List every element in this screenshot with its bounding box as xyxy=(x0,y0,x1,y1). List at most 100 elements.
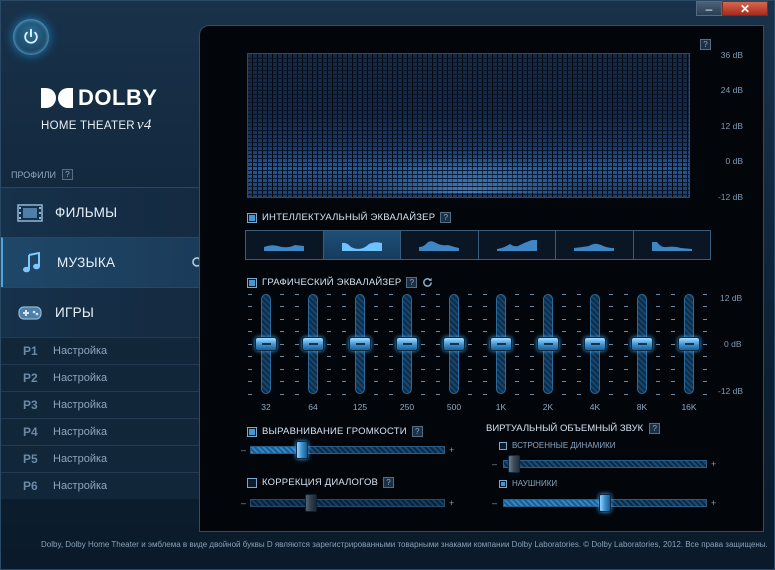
window-controls: – ✕ xyxy=(696,1,768,16)
eq-band-knob[interactable] xyxy=(349,337,371,351)
slider-fill xyxy=(251,447,303,453)
speakers-label: ВСТРОЕННЫЕ ДИНАМИКИ xyxy=(512,441,616,450)
visualizer-db-label: -12 dB xyxy=(717,192,743,202)
smart-eq-row: ИНТЕЛЛЕКТУАЛЬНЫЙ ЭКВАЛАЙЗЕР ? xyxy=(247,212,452,223)
speakers-slider[interactable] xyxy=(503,455,707,473)
volume-leveler-slider[interactable] xyxy=(250,441,445,459)
eq-band-knob[interactable] xyxy=(443,337,465,351)
eq-band-slider[interactable] xyxy=(349,294,371,394)
preset-p4[interactable]: P4 Настройка xyxy=(1,418,211,445)
dolby-logo: DOLBY HOME THEATER v4 xyxy=(41,85,191,134)
smart-eq-label: ИНТЕЛЛЕКТУАЛЬНЫЙ ЭКВАЛАЙЗЕР xyxy=(262,212,436,223)
eq-band-knob[interactable] xyxy=(678,337,700,351)
minus-label: – xyxy=(241,498,247,508)
help-icon[interactable]: ? xyxy=(411,426,423,437)
smart-eq-preset-2[interactable] xyxy=(323,231,401,259)
graphic-eq-checkbox[interactable] xyxy=(247,277,257,288)
graphic-eq-row: ГРАФИЧЕСКИЙ ЭКВАЛАЙЗЕР ? xyxy=(247,277,433,288)
dialog-enhancer-checkbox[interactable] xyxy=(247,477,257,488)
visualizer-db-label: 12 dB xyxy=(720,121,743,131)
reset-icon[interactable] xyxy=(422,277,433,288)
preset-p5[interactable]: P5 Настройка xyxy=(1,445,211,472)
power-icon xyxy=(24,28,38,44)
dialog-enhancer-slider[interactable] xyxy=(250,494,445,512)
preset-p2[interactable]: P2 Настройка xyxy=(1,364,211,391)
eq-band-knob[interactable] xyxy=(537,337,559,351)
eq-band-slider[interactable] xyxy=(490,294,512,394)
smart-eq-preset-1[interactable] xyxy=(246,231,324,259)
graphic-eq-db-label: 0 dB xyxy=(724,339,742,349)
eq-band-slider[interactable] xyxy=(678,294,700,394)
plus-label: + xyxy=(711,498,717,508)
virtual-surround-heading: ВИРТУАЛЬНЫЙ ОБЪЕМНЫЙ ЗВУК ? xyxy=(486,423,661,434)
eq-band-knob[interactable] xyxy=(584,337,606,351)
speakers-checkbox[interactable] xyxy=(499,441,507,450)
preset-p6[interactable]: P6 Настройка xyxy=(1,472,211,499)
eq-band-frequency: 250 xyxy=(399,402,415,412)
slider-thumb[interactable] xyxy=(305,494,318,512)
double-d-icon xyxy=(41,88,73,108)
eq-band-knob[interactable] xyxy=(302,337,324,351)
help-icon[interactable]: ? xyxy=(440,212,452,223)
smart-eq-preset-5[interactable] xyxy=(556,231,634,259)
help-icon[interactable]: ? xyxy=(61,169,73,180)
film-icon xyxy=(17,202,43,224)
eq-band-slider[interactable] xyxy=(255,294,277,394)
slider-thumb[interactable] xyxy=(296,441,309,459)
headphones-checkbox[interactable] xyxy=(499,479,507,488)
close-button[interactable]: ✕ xyxy=(722,1,768,16)
smart-eq-preset-6[interactable] xyxy=(633,231,710,259)
headphones-slider[interactable] xyxy=(503,494,707,512)
eq-band-frequency: 4K xyxy=(589,402,601,412)
eq-band-slider[interactable] xyxy=(443,294,465,394)
volume-leveler-label: ВЫРАВНИВАНИЕ ГРОМКОСТИ xyxy=(262,426,407,437)
eq-band-slider[interactable] xyxy=(584,294,606,394)
eq-band-knob[interactable] xyxy=(631,337,653,351)
eq-band-slider[interactable] xyxy=(631,294,653,394)
slider-thumb[interactable] xyxy=(599,494,611,512)
eq-band-frequency: 2K xyxy=(542,402,554,412)
eq-band-slider[interactable] xyxy=(537,294,559,394)
audio-visualizer xyxy=(247,53,690,198)
eq-band-slider[interactable] xyxy=(396,294,418,394)
profile-label: ИГРЫ xyxy=(55,305,95,320)
preset-6-icon xyxy=(651,242,692,251)
eq-band-frequency: 64 xyxy=(308,402,318,412)
power-button[interactable] xyxy=(13,19,49,55)
eq-band-knob[interactable] xyxy=(396,337,418,351)
volume-leveler-checkbox[interactable] xyxy=(247,426,257,437)
plus-label: + xyxy=(449,445,455,455)
profile-music[interactable]: МУЗЫКА xyxy=(1,237,211,287)
smart-eq-preset-4[interactable] xyxy=(478,231,556,259)
dialog-enhancer-label: КОРРЕКЦИЯ ДИАЛОГОВ xyxy=(262,477,379,488)
eq-band-knob[interactable] xyxy=(490,337,512,351)
help-icon[interactable]: ? xyxy=(700,39,711,50)
eq-band-slider[interactable] xyxy=(302,294,324,394)
dialog-enhancer-row: КОРРЕКЦИЯ ДИАЛОГОВ ? xyxy=(247,477,395,488)
sidebar: ФИЛЬМЫ МУЗЫКА ИГРЫ P1 Настройка P2 Настрой… xyxy=(1,187,211,499)
profile-label: МУЗЫКА xyxy=(57,255,116,270)
brand-name: DOLBY xyxy=(78,85,158,110)
help-icon[interactable]: ? xyxy=(383,477,395,488)
preset-4-icon xyxy=(496,240,537,251)
profile-label: ФИЛЬМЫ xyxy=(55,205,118,220)
visualizer-db-label: 24 dB xyxy=(720,85,743,95)
graphic-eq-db-label: 12 dB xyxy=(720,293,743,303)
smart-eq-checkbox[interactable] xyxy=(247,212,257,223)
graphic-eq-label: ГРАФИЧЕСКИЙ ЭКВАЛАЙЗЕР xyxy=(262,277,402,288)
eq-band-frequency: 125 xyxy=(352,402,368,412)
eq-band-frequency: 16K xyxy=(681,402,697,412)
profile-games[interactable]: ИГРЫ xyxy=(1,287,211,337)
preset-p1[interactable]: P1 Настройка xyxy=(1,337,211,364)
eq-band-knob[interactable] xyxy=(255,337,277,351)
minimize-button[interactable]: – xyxy=(696,1,722,16)
profile-movies[interactable]: ФИЛЬМЫ xyxy=(1,187,211,237)
preset-p3[interactable]: P3 Настройка xyxy=(1,391,211,418)
plus-label: + xyxy=(449,498,455,508)
help-icon[interactable]: ? xyxy=(649,423,661,434)
smart-eq-preset-3[interactable] xyxy=(401,231,479,259)
slider-thumb[interactable] xyxy=(507,455,520,473)
graphic-eq: 32 64 125 250 500 1K 2K 4K 8K 16K xyxy=(248,294,720,412)
help-icon[interactable]: ? xyxy=(406,277,418,288)
